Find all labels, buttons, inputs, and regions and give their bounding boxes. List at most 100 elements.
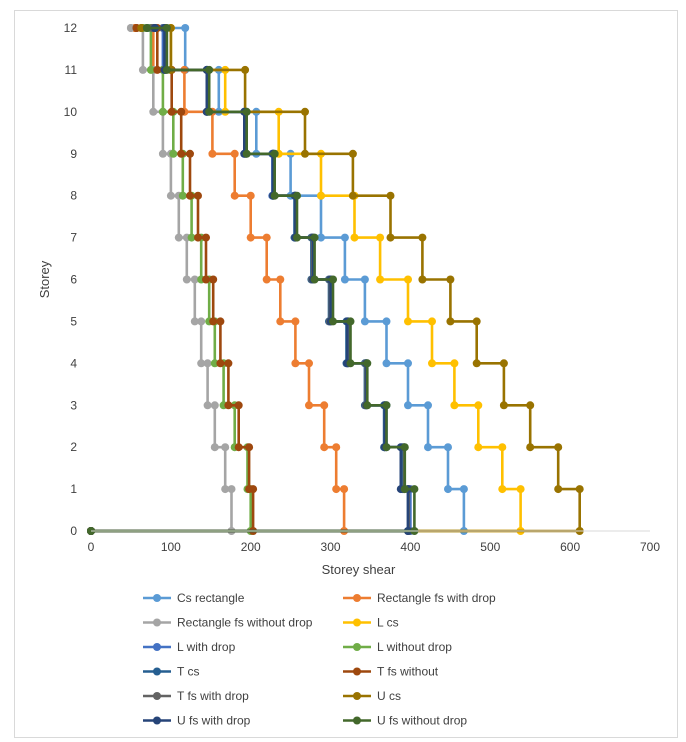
y-tick-label: 4 bbox=[70, 356, 77, 370]
data-point bbox=[187, 233, 196, 242]
legend-item: Rectangle fs with drop bbox=[343, 591, 496, 605]
x-tick-label: 400 bbox=[400, 540, 420, 554]
data-point bbox=[197, 317, 206, 326]
data-point bbox=[474, 443, 483, 452]
data-point bbox=[348, 149, 357, 158]
legend-label: T fs without bbox=[377, 665, 439, 679]
y-tick-label: 5 bbox=[70, 314, 77, 328]
data-point bbox=[516, 485, 525, 494]
data-point bbox=[386, 233, 395, 242]
data-point bbox=[177, 107, 186, 116]
x-tick-label: 500 bbox=[480, 540, 500, 554]
x-tick-label: 0 bbox=[88, 540, 95, 554]
data-point bbox=[320, 443, 329, 452]
data-point bbox=[210, 443, 219, 452]
data-point bbox=[450, 401, 459, 410]
legend-swatch-marker bbox=[353, 618, 361, 627]
data-point bbox=[146, 65, 155, 74]
data-point bbox=[262, 233, 271, 242]
data-point bbox=[554, 443, 563, 452]
legend-swatch-marker bbox=[353, 643, 361, 651]
data-point bbox=[418, 233, 427, 242]
legend-label: L with drop bbox=[177, 640, 236, 654]
legend-label: L cs bbox=[377, 616, 399, 630]
y-tick-label: 7 bbox=[70, 231, 77, 245]
legend-item: L with drop bbox=[143, 640, 236, 654]
data-point bbox=[138, 65, 147, 74]
legend-label: T cs bbox=[177, 665, 199, 679]
legend-swatch-marker bbox=[153, 667, 161, 676]
data-point bbox=[242, 107, 251, 116]
legend-item: U fs without drop bbox=[343, 714, 467, 728]
series-11 bbox=[87, 24, 419, 535]
data-point bbox=[197, 359, 206, 368]
data-point bbox=[499, 359, 508, 368]
data-point bbox=[428, 317, 436, 326]
legend-swatch-marker bbox=[353, 716, 361, 725]
data-point bbox=[270, 149, 279, 158]
x-tick-label: 300 bbox=[321, 540, 341, 554]
data-point bbox=[350, 233, 359, 242]
data-point bbox=[177, 149, 186, 158]
y-tick-label: 3 bbox=[70, 398, 77, 412]
data-point bbox=[526, 401, 535, 410]
legend-label: Rectangle fs without drop bbox=[177, 616, 313, 630]
data-point bbox=[276, 275, 285, 284]
data-point bbox=[221, 443, 230, 452]
data-point bbox=[428, 359, 436, 368]
legend-swatch-marker bbox=[153, 618, 161, 627]
data-point bbox=[202, 233, 210, 242]
data-point bbox=[166, 191, 175, 200]
data-point bbox=[317, 191, 325, 200]
axes-layer: Storey Storey shear 0 100 200 300 400 500 600 7… bbox=[37, 21, 660, 577]
data-point bbox=[446, 275, 455, 284]
data-point bbox=[310, 233, 319, 242]
data-point bbox=[340, 275, 349, 284]
data-point bbox=[360, 275, 369, 284]
data-point bbox=[554, 485, 563, 494]
data-point bbox=[575, 485, 584, 494]
data-point bbox=[158, 107, 167, 116]
legend-label: U fs without drop bbox=[377, 714, 467, 728]
data-point bbox=[178, 191, 187, 200]
data-point bbox=[190, 275, 199, 284]
y-tick-label: 6 bbox=[70, 273, 77, 287]
legend: Cs rectangle Rectangle fs with drop Rectan… bbox=[143, 591, 496, 728]
y-tick-label: 10 bbox=[64, 105, 78, 119]
legend-label: U cs bbox=[377, 689, 401, 703]
legend-item: T fs without bbox=[343, 665, 439, 679]
data-point bbox=[241, 65, 250, 74]
data-point bbox=[363, 359, 372, 368]
data-point bbox=[444, 485, 452, 494]
series-line bbox=[91, 26, 581, 533]
data-point bbox=[472, 317, 481, 326]
data-point bbox=[424, 443, 432, 452]
data-point bbox=[245, 485, 254, 494]
data-point bbox=[203, 401, 212, 410]
data-point bbox=[400, 443, 409, 452]
data-point bbox=[499, 401, 508, 410]
data-point bbox=[418, 275, 427, 284]
data-point bbox=[194, 191, 202, 200]
data-point bbox=[153, 65, 162, 74]
data-point bbox=[310, 275, 319, 284]
data-point bbox=[186, 149, 194, 158]
y-tick-label: 12 bbox=[64, 21, 78, 35]
data-point bbox=[167, 107, 176, 116]
legend-label: Rectangle fs with drop bbox=[377, 591, 496, 605]
data-point bbox=[317, 233, 325, 242]
legend-swatch-marker bbox=[153, 716, 161, 725]
data-point bbox=[376, 233, 385, 242]
data-point bbox=[202, 275, 210, 284]
y-tick-label: 8 bbox=[70, 189, 77, 203]
data-point bbox=[404, 317, 412, 326]
data-point bbox=[246, 233, 255, 242]
data-point bbox=[301, 149, 309, 158]
data-point bbox=[242, 149, 251, 158]
y-tick-label: 11 bbox=[65, 63, 78, 77]
data-point bbox=[498, 443, 507, 452]
data-point bbox=[444, 443, 452, 452]
data-point bbox=[376, 275, 385, 284]
x-tick-label: 200 bbox=[241, 540, 261, 554]
data-point bbox=[472, 359, 481, 368]
